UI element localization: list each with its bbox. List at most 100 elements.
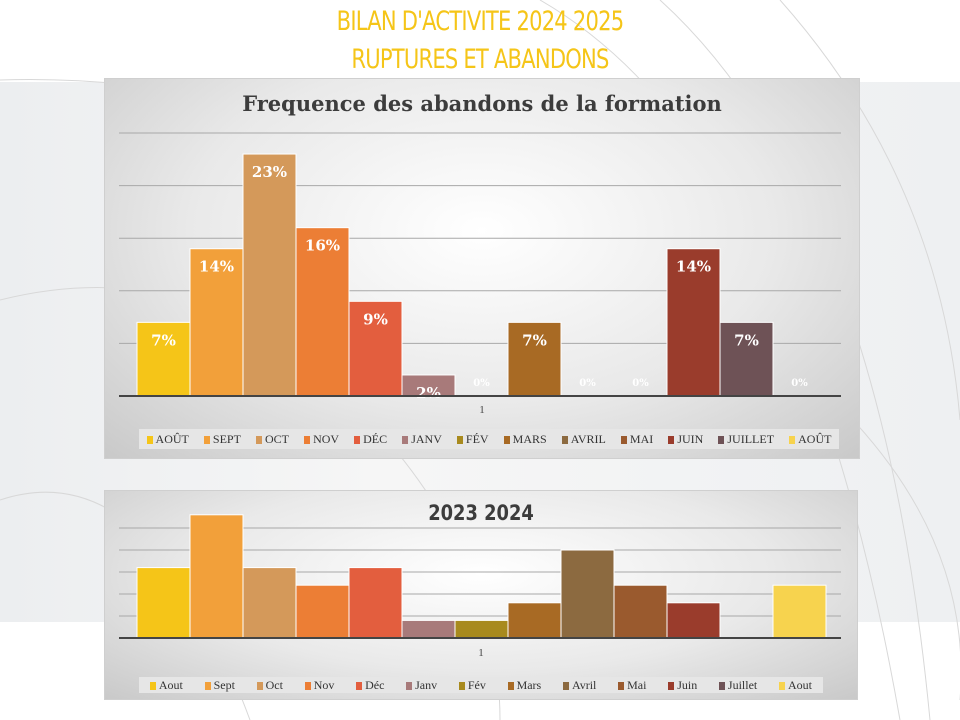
data-label: 0% — [632, 378, 649, 389]
data-label: 23% — [252, 163, 287, 181]
legend-swatch — [458, 681, 465, 690]
legend-item: Avril — [562, 678, 596, 693]
bar-sept — [189, 514, 244, 639]
slide-title-line1: BILAN D'ACTIVITE 2024 2025 — [336, 6, 624, 37]
bar-janv — [401, 619, 456, 639]
legend-label: OCT — [265, 431, 289, 446]
legend-swatch — [406, 681, 413, 690]
data-label: 7% — [734, 331, 759, 349]
legend-item: Janv — [406, 678, 437, 693]
legend-item: Aout — [778, 677, 812, 693]
legend-label: AVRIL — [570, 431, 606, 446]
legend-label: Juin — [677, 677, 698, 692]
legend-label: Aout — [787, 677, 812, 692]
chart-plot-2024-2025: 7% 14% 23% 16% 9% 2% 0% 7% 0% 0% 14% 7% 0% — [119, 132, 841, 402]
legend-swatch — [561, 435, 568, 444]
legend-label: Fév — [467, 677, 486, 692]
bar-fév — [454, 619, 509, 639]
legend-item: Déc — [356, 678, 384, 693]
legend-item: Fév — [458, 677, 486, 693]
chart-2023-2024: 2023 2024 1 Aout Sept Oct Nov Déc Janv Fév Mars… — [104, 490, 858, 700]
legend-swatch — [618, 681, 625, 690]
legend-item: Nov — [304, 678, 334, 693]
chart-2024-2025: 7% 14% 23% 16% 9% 2% 0% 7% 0% 0% 14% 7% 0% Frequence… — [104, 78, 860, 459]
legend-item: AOÛT — [146, 431, 189, 447]
bar-juin — [666, 248, 721, 397]
legend-item: MAI — [620, 431, 654, 447]
legend-item: Juillet — [718, 677, 758, 693]
chart-title: 2023 2024 — [428, 501, 534, 525]
legend-item: JANV — [402, 432, 442, 447]
legend-label: JUIN — [677, 431, 704, 446]
legend-label: FÉV — [465, 431, 489, 446]
legend-label: Déc — [365, 677, 385, 692]
legend-item: Juin — [668, 678, 697, 693]
legend-item: MARS — [503, 431, 547, 447]
bar-oct — [242, 153, 297, 397]
legend-swatch — [256, 681, 263, 690]
legend-swatch — [668, 435, 675, 444]
legend: Aout Sept Oct Nov Déc Janv Fév Mars Avril Mai Juin… — [139, 677, 823, 693]
legend-swatch — [562, 681, 569, 690]
legend-label: Janv — [415, 677, 438, 692]
legend-swatch — [507, 681, 514, 690]
legend-item: DÉC — [354, 432, 387, 447]
bar-aout — [772, 584, 827, 639]
data-label: 7% — [151, 331, 176, 349]
legend-label: SEPT — [212, 431, 241, 446]
legend-label: AOÛT — [155, 431, 189, 446]
bar-avril — [560, 549, 615, 639]
legend-label: Oct — [265, 677, 283, 692]
category-axis-label: 1 — [478, 647, 484, 659]
legend-swatch — [354, 435, 361, 444]
legend-label: MAI — [629, 431, 654, 446]
legend-label: NOV — [313, 431, 340, 446]
bar-juin — [666, 602, 721, 639]
legend-item: SEPT — [203, 431, 241, 447]
legend-swatch — [402, 435, 409, 444]
data-label: 16% — [305, 237, 340, 255]
legend-label: JANV — [411, 431, 442, 446]
legend-swatch — [718, 681, 725, 690]
bar-déc — [348, 300, 403, 397]
legend-swatch — [304, 681, 311, 690]
legend-label: Sept — [213, 677, 235, 692]
legend-item: JUIN — [668, 432, 703, 447]
legend-label: Juillet — [727, 677, 758, 692]
legend-label: JUILLET — [727, 431, 775, 446]
bar-mars — [507, 321, 562, 397]
legend-swatch — [356, 681, 363, 690]
legend-swatch — [203, 435, 210, 444]
data-label: 14% — [676, 258, 711, 276]
bar-oct — [242, 567, 297, 639]
data-label: 2% — [416, 384, 441, 402]
bar-mai — [613, 584, 668, 639]
legend-item: AOÛT — [789, 432, 831, 447]
data-label: 9% — [363, 310, 388, 328]
legend-label: Mai — [627, 677, 647, 692]
legend-label: Aout — [158, 677, 183, 692]
legend-swatch — [304, 435, 311, 444]
legend-swatch — [149, 681, 156, 690]
legend-label: DÉC — [363, 431, 388, 446]
legend-swatch — [204, 681, 211, 690]
legend-item: OCT — [256, 432, 289, 447]
legend-item: Mai — [618, 678, 646, 693]
data-label: 0% — [473, 378, 490, 389]
legend-label: MARS — [512, 431, 547, 446]
data-label: 7% — [522, 331, 547, 349]
legend-swatch — [778, 681, 785, 690]
legend-item: Oct — [256, 677, 283, 693]
legend-item: Sept — [204, 677, 235, 693]
legend-item: Aout — [149, 677, 183, 693]
bar-mars — [507, 602, 562, 639]
data-label: 14% — [199, 258, 234, 276]
bar-juillet — [719, 321, 774, 397]
legend-item: FÉV — [456, 431, 489, 447]
category-axis-label: 1 — [479, 404, 485, 416]
legend-swatch — [789, 435, 796, 444]
legend-item: AVRIL — [561, 431, 606, 447]
chart-plot-2023-2024 — [119, 514, 841, 639]
legend-item: JUILLET — [718, 432, 774, 447]
legend-swatch — [718, 435, 725, 444]
